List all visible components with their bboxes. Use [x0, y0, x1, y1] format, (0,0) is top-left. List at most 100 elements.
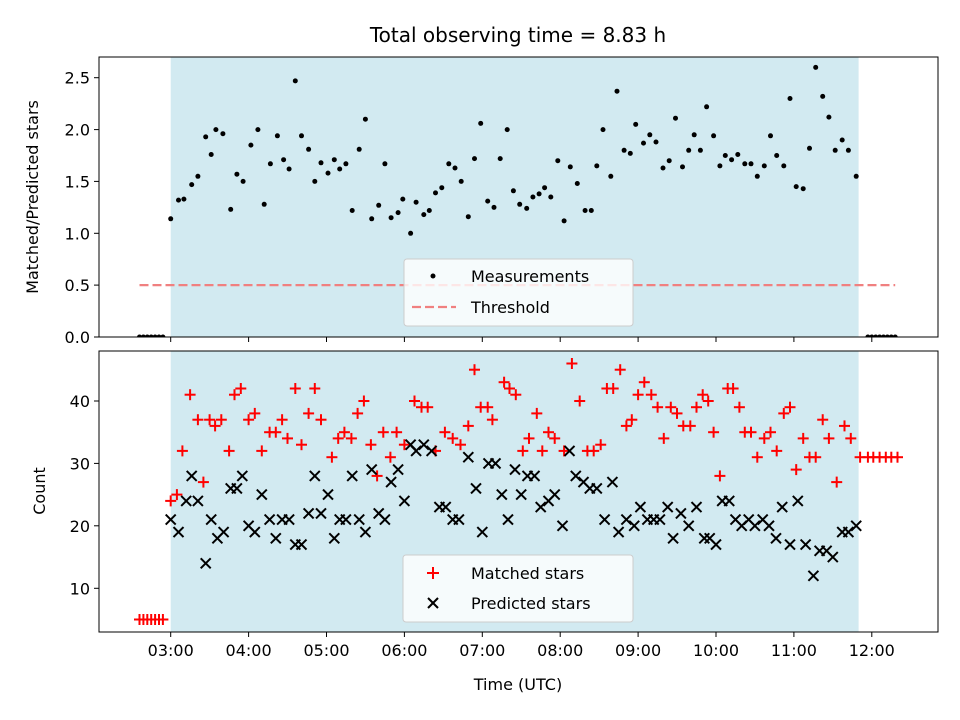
matched-star-point: [157, 614, 169, 625]
measurement-point: [774, 153, 780, 158]
matched-star-point: [543, 426, 554, 438]
legend-predicted-label: Predicted stars: [471, 594, 591, 613]
measurement-point: [561, 218, 567, 224]
measurement-point: [286, 166, 292, 172]
matched-star-point: [566, 358, 578, 369]
predicted-star-point: [476, 526, 489, 538]
matched-star-point: [352, 407, 364, 419]
matched-star-point: [498, 376, 510, 388]
top-y-tick-label: 1.5: [65, 172, 90, 191]
matched-star-point: [684, 420, 696, 432]
matched-star-point: [645, 389, 657, 401]
predicted-star-point: [470, 482, 482, 495]
predicted-star-point: [509, 463, 521, 476]
matched-star-point: [658, 432, 670, 444]
measurement-point: [711, 133, 717, 139]
top-marker-layer: [137, 64, 898, 337]
matched-star-point: [371, 470, 383, 482]
top-legend-box: [403, 258, 634, 327]
measurement-point: [787, 96, 793, 101]
measurement-point: [865, 334, 871, 337]
matched-star-point: [486, 414, 498, 426]
measurement-point: [691, 132, 697, 138]
bottom-axes-frame: [98, 350, 939, 633]
measurement-point: [517, 201, 523, 207]
predicted-star-point: [392, 463, 404, 476]
measurement-point: [446, 161, 452, 167]
measurement-point: [299, 133, 304, 139]
predicted-star-point: [270, 532, 282, 545]
measurement-point: [452, 165, 458, 171]
matched-star-point: [243, 414, 255, 426]
matched-star-point: [249, 407, 261, 419]
matched-star-point: [455, 439, 466, 451]
matched-star-point: [671, 407, 683, 419]
predicted-star-point: [346, 470, 358, 482]
matched-star-point: [632, 389, 644, 401]
x-tick-label: 04:00: [226, 641, 272, 660]
top-y-tick-label: 0.0: [65, 328, 90, 347]
predicted-star-point: [164, 513, 177, 526]
matched-star-point: [745, 426, 757, 438]
top-x-ticks: [170, 337, 873, 342]
top-y-tick-label: 1.0: [65, 224, 90, 243]
matched-star-point: [315, 414, 327, 426]
predicted-star-point: [199, 557, 212, 570]
top-y-axis-label: Matched/Predicted stars: [23, 100, 42, 294]
measurement-point: [306, 146, 312, 152]
matched-star-point: [345, 432, 357, 444]
predicted-star-point: [749, 520, 761, 532]
measurement-point: [292, 78, 298, 84]
measurement-point: [633, 121, 639, 127]
x-tick-label: 03:00: [148, 641, 194, 660]
matched-star-point: [652, 401, 664, 413]
matched-star-point: [192, 414, 204, 426]
measurement-point: [213, 127, 219, 133]
matched-star-point: [289, 383, 301, 394]
measurement-point: [318, 160, 324, 166]
measurement-point: [203, 134, 209, 140]
measurement-point: [388, 215, 394, 221]
matched-star-point: [831, 476, 843, 488]
measurement-point: [331, 157, 337, 163]
bottom-x-ticks: 03:00 04:00 05:00 06:00 07:00 08:00 09:00 10:00…: [148, 632, 895, 660]
matched-star-point: [309, 383, 321, 394]
measurement-point: [567, 164, 573, 170]
matched-star-point: [810, 451, 822, 463]
bottom-y-tick-label: 30: [70, 454, 90, 473]
measurement-point: [228, 206, 234, 212]
matched-star-point: [595, 439, 607, 451]
measurement-point: [600, 127, 606, 133]
predicted-star-point: [770, 532, 782, 545]
measurement-point: [267, 161, 273, 167]
predicted-star-point: [628, 520, 640, 532]
measurement-point: [881, 334, 886, 337]
predicted-star-point: [439, 501, 452, 513]
measurement-point: [433, 190, 438, 196]
predicted-star-point: [385, 476, 397, 488]
matched-star-point: [607, 383, 619, 394]
predicted-star-point: [534, 501, 547, 513]
measurement-point: [877, 334, 883, 337]
predicted-star-point: [205, 513, 217, 526]
predicted-star-point: [682, 520, 695, 532]
measurement-point: [820, 93, 826, 99]
matched-star-point: [758, 432, 770, 444]
measurement-point: [574, 181, 580, 186]
predicted-star-point: [799, 538, 812, 551]
legend-predicted-marker: [427, 597, 439, 609]
matched-star-point: [282, 432, 293, 444]
matched-star-point: [536, 445, 548, 457]
predicted-star-point: [620, 513, 633, 526]
predicted-star-point: [598, 513, 611, 526]
measurement-point: [542, 185, 548, 191]
matched-star-point: [531, 407, 543, 419]
predicted-star-point: [489, 457, 502, 470]
predicted-star-point: [776, 501, 788, 513]
measurement-point: [325, 170, 331, 176]
predicted-star-point: [231, 482, 243, 495]
predicted-star-point: [398, 495, 411, 507]
matched-star-point: [523, 432, 535, 444]
measurement-point: [588, 208, 594, 213]
measurement-point: [395, 210, 401, 216]
